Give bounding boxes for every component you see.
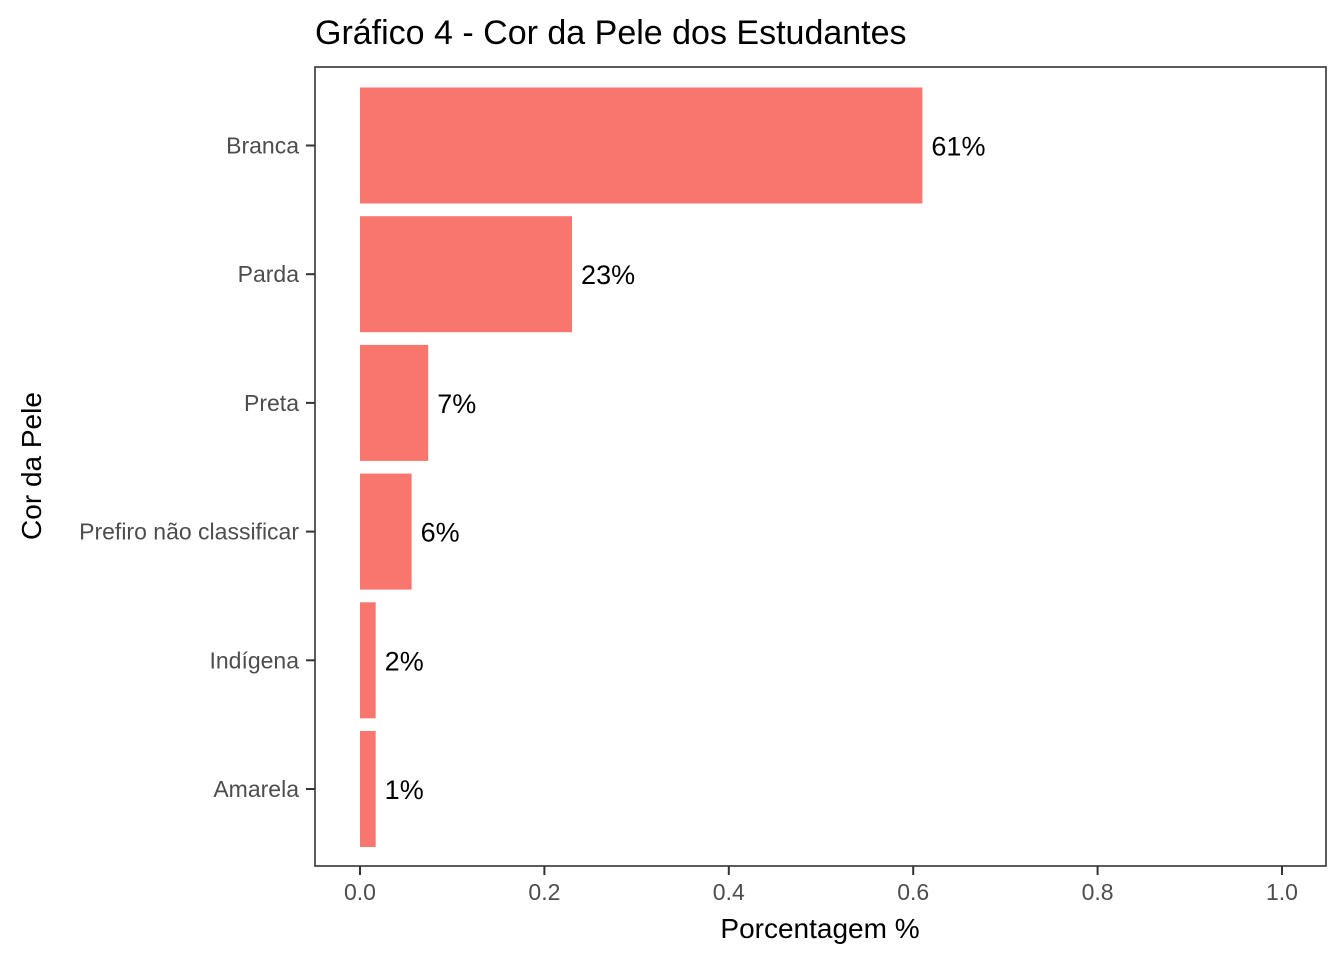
x-tick-label: 0.6 [897,879,929,905]
x-tick-label: 0.2 [528,879,560,905]
y-tick-label: Branca [226,133,299,159]
x-tick-label: 0.8 [1082,879,1114,905]
data-label: 2% [385,646,424,676]
data-label: 1% [385,775,424,805]
bar [360,87,923,204]
data-label: 6% [421,518,460,548]
y-tick-label: Parda [238,261,300,287]
y-tick-label: Amarela [213,776,299,802]
bar [360,216,573,333]
x-axis-title: Porcentagem % [720,913,919,944]
plot-panel: 61% Branca 23% Parda 7% Preta 6% Prefiro não cl… [79,66,1327,905]
y-tick-label: Prefiro não classificar [79,519,299,545]
data-label: 61% [931,132,985,162]
y-axis-title: Cor da Pele [16,392,47,540]
x-tick-label: 1.0 [1266,879,1298,905]
data-label: 23% [581,260,635,290]
x-tick-label: 0.0 [344,879,376,905]
data-label: 7% [437,389,476,419]
bar [360,473,412,590]
bar [360,602,376,719]
y-tick-label: Preta [244,390,299,416]
x-tick-label: 0.4 [713,879,745,905]
bar [360,344,429,461]
panel-border [314,66,1327,867]
y-tick-label: Indígena [209,647,299,673]
bar [360,731,376,847]
chart-title: Gráfico 4 - Cor da Pele dos Estudantes [315,14,907,52]
